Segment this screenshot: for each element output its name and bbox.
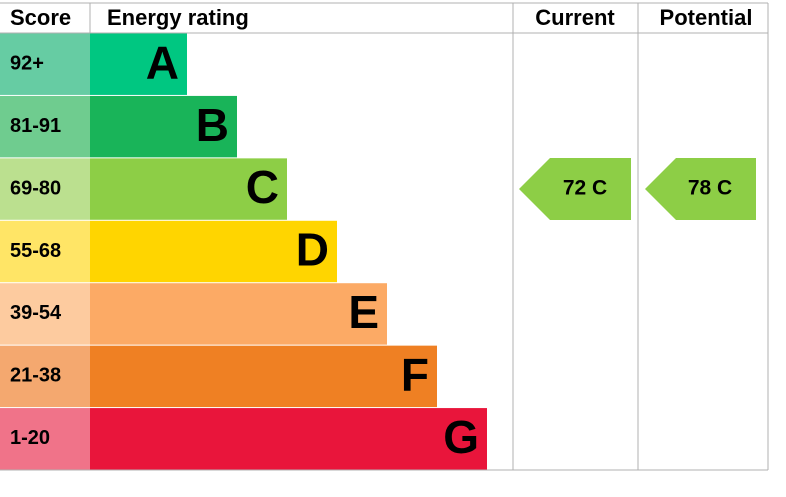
band-bar <box>90 345 437 408</box>
current-arrow <box>519 158 631 220</box>
current-label: 72 C <box>563 177 607 200</box>
band-letter: A <box>146 36 179 88</box>
potential-label: 78 C <box>688 177 732 200</box>
band-bar <box>90 408 487 470</box>
band-score: 1-20 <box>10 427 50 449</box>
band-letter: F <box>401 349 429 401</box>
score-cell <box>0 283 90 345</box>
band-bar <box>90 220 337 283</box>
header-score: Score <box>10 5 71 30</box>
score-cell <box>0 408 90 470</box>
band-letter: C <box>246 161 279 213</box>
band-score: 69-80 <box>10 177 61 199</box>
band-score: 92+ <box>10 52 44 74</box>
band-bar <box>90 158 287 220</box>
score-cell <box>0 220 90 283</box>
band-score: 55-68 <box>10 240 61 262</box>
band-score: 81-91 <box>10 115 61 137</box>
header-potential: Potential <box>660 5 753 30</box>
band-letter: B <box>196 99 229 151</box>
score-cell <box>0 345 90 408</box>
header-rating: Energy rating <box>107 5 249 30</box>
band-letter: G <box>443 411 479 463</box>
band-letter: D <box>296 224 329 276</box>
band-bar <box>90 283 387 345</box>
band-score: 21-38 <box>10 365 61 387</box>
score-cell <box>0 33 90 95</box>
band-bar <box>90 95 237 158</box>
band-score: 39-54 <box>10 302 62 324</box>
potential-arrow <box>645 158 756 220</box>
score-cell <box>0 95 90 158</box>
band-bar <box>90 33 187 95</box>
score-cell <box>0 158 90 220</box>
band-letter: E <box>348 286 379 338</box>
header-current: Current <box>535 5 615 30</box>
